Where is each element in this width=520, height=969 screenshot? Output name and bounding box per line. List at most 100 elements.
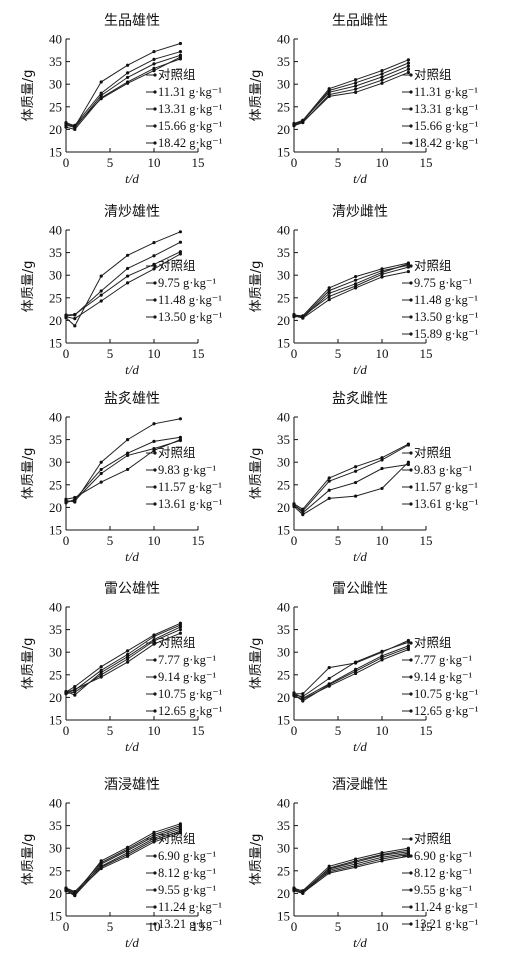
legend-entry: 对照组 (158, 832, 196, 846)
series-4 (292, 265, 410, 319)
legend-marker (153, 854, 157, 858)
y-axis-label: 体质量/g (249, 70, 264, 122)
legend-entry: 11.24 g·kg⁻¹ (158, 900, 222, 914)
series-2 (292, 61, 410, 127)
y-tick-label: 35 (277, 245, 290, 260)
legend-entry: 13.50 g·kg⁻¹ (414, 310, 479, 324)
data-point (301, 697, 305, 701)
data-point (152, 422, 156, 426)
data-point (126, 854, 130, 858)
data-point (152, 634, 156, 638)
y-tick-label: 30 (49, 841, 62, 856)
y-axis-label: 体质量/g (249, 638, 264, 690)
y-tick-label: 35 (49, 818, 62, 833)
x-tick-label: 5 (107, 533, 114, 548)
data-point (406, 58, 410, 62)
data-point (64, 315, 68, 319)
series-line (293, 62, 409, 126)
data-point (152, 254, 156, 258)
data-point (380, 466, 384, 471)
x-tick-label: 10 (376, 723, 389, 738)
data-point (73, 690, 77, 694)
y-tick-label: 20 (49, 500, 62, 515)
series-line (293, 645, 409, 699)
data-point (99, 91, 103, 95)
x-tick-label: 0 (291, 155, 298, 170)
data-point (178, 250, 182, 254)
data-point (126, 281, 130, 285)
y-axis-label: 体质量/g (21, 448, 36, 500)
legend-entry: 9.14 g·kg⁻¹ (158, 670, 217, 684)
legend-entry: 9.83 g·kg⁻¹ (414, 463, 473, 477)
legend-marker (409, 315, 413, 319)
series-line (293, 647, 409, 702)
data-point (354, 278, 358, 282)
y-axis-label: 体质量/g (21, 70, 36, 122)
data-point (380, 649, 384, 653)
series-line (65, 626, 181, 696)
y-tick-label: 40 (49, 600, 62, 615)
legend-entry: 对照组 (158, 68, 196, 82)
legend: 对照组 7.77 g·kg⁻¹ 9.14 g·kg⁻¹ 10.75 g·kg⁻¹ 12.… (146, 636, 223, 718)
x-tick-label: 15 (420, 155, 433, 170)
y-tick-label: 20 (277, 690, 290, 705)
data-point (406, 460, 410, 464)
data-point (152, 66, 156, 70)
data-point (73, 684, 77, 689)
data-point (64, 499, 68, 504)
legend-marker (153, 451, 157, 455)
legend-entry: 11.57 g·kg⁻¹ (158, 480, 222, 494)
legend-entry: 10.75 g·kg⁻¹ (158, 687, 223, 701)
data-point (73, 324, 77, 328)
series-4 (292, 460, 410, 517)
x-tick-label: 0 (63, 723, 70, 738)
legend-entry: 7.77 g·kg⁻¹ (414, 653, 473, 667)
series-line (293, 65, 409, 125)
data-point (99, 670, 103, 675)
data-point (126, 266, 130, 271)
y-tick-label: 15 (49, 523, 62, 538)
legend: 对照组 11.31 g·kg⁻¹ 13.31 g·kg⁻¹ 15.66 g·kg⁻¹ 1… (146, 68, 223, 150)
y-axis-label: 体质量/g (249, 834, 264, 886)
y-tick-label: 20 (49, 886, 62, 901)
y-tick-label: 40 (277, 410, 290, 425)
data-point (292, 504, 296, 509)
data-point (380, 75, 384, 79)
y-axis-label: 体质量/g (21, 638, 36, 690)
legend-entry: 9.55 g·kg⁻¹ (414, 883, 473, 897)
legend-marker (409, 485, 413, 489)
legend-entry: 对照组 (158, 636, 196, 650)
legend-entry: 9.83 g·kg⁻¹ (158, 463, 217, 477)
legend-marker (153, 675, 157, 679)
y-tick-label: 30 (49, 77, 62, 92)
data-point (327, 488, 331, 492)
data-point (64, 690, 68, 695)
series-4 (64, 438, 182, 501)
legend-marker (153, 90, 157, 94)
data-point (178, 252, 182, 256)
data-point (73, 687, 77, 691)
data-point (73, 891, 77, 896)
legend: 对照组 6.90 g·kg⁻¹ 8.12 g·kg⁻¹ 9.55 g·kg⁻¹ 11.2… (146, 832, 223, 931)
legend-entry: 11.24 g·kg⁻¹ (414, 900, 478, 914)
data-point (99, 93, 103, 98)
legend-entry: 10.75 g·kg⁻¹ (414, 687, 479, 701)
series-line (293, 444, 409, 512)
series-line (293, 461, 409, 516)
legend-marker (153, 124, 157, 128)
x-axis-label: t/d (125, 739, 139, 754)
y-tick-label: 20 (277, 122, 290, 137)
y-tick-label: 30 (49, 645, 62, 660)
series-1 (292, 442, 410, 511)
data-point (126, 75, 130, 80)
series-4 (64, 252, 182, 321)
data-point (99, 673, 103, 677)
data-point (380, 272, 384, 276)
legend-entry: 15.89 g·kg⁻¹ (414, 327, 479, 341)
legend-entry: 8.12 g·kg⁻¹ (414, 866, 473, 880)
data-point (380, 78, 384, 82)
legend-marker (153, 692, 157, 696)
data-point (152, 50, 156, 54)
x-tick-label: 10 (376, 533, 389, 548)
